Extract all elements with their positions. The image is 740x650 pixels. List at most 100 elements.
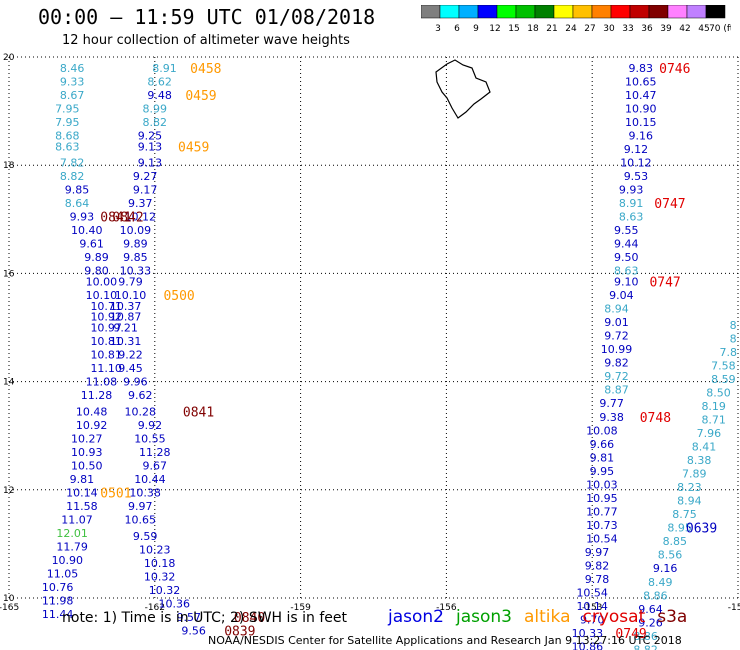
satellite-legend: jason2 jason3 altika cryosat s3a	[388, 607, 699, 627]
wave-height-value: 8.86	[643, 589, 668, 602]
wave-height-value: 9.72	[604, 330, 629, 343]
wave-height-value: 9.64	[638, 603, 663, 616]
wave-height-value: 10.76	[42, 581, 74, 594]
wave-height-value: 10.48	[76, 405, 108, 418]
wave-height-value: 10.28	[124, 405, 156, 418]
wave-height-value: 8.75	[672, 508, 697, 521]
wave-height-value: 9.17	[133, 184, 158, 197]
wave-height-value: 10.44	[134, 473, 166, 486]
wave-height-value: 10.38	[129, 487, 161, 500]
wave-height-value: 10.14	[66, 487, 98, 500]
wave-height-value: 10.09	[120, 224, 152, 237]
wave-height-value: 10.18	[144, 557, 176, 570]
wave-height-value: 11.28	[139, 446, 171, 459]
wave-height-value: 9.92	[138, 419, 163, 432]
wave-height-value: 10.37	[110, 300, 142, 313]
wave-height-value: 9.44	[614, 238, 639, 251]
wave-height-value: 8.71	[701, 413, 726, 426]
wave-height-value: 8.91	[619, 197, 644, 210]
legend-entry-s3a: s3a	[657, 607, 688, 627]
wave-height-value: 11.79	[56, 541, 88, 554]
pass-time-label: 0840	[234, 611, 265, 626]
wave-height-value: 9.48	[147, 89, 172, 102]
wave-height-value: 10.95	[586, 492, 618, 505]
y-tick-label: 18	[3, 161, 15, 171]
legend-entry-jason3: jason3	[456, 607, 512, 627]
wave-height-value: 10.27	[71, 432, 103, 445]
wave-height-value: 10.00	[86, 276, 118, 289]
wave-height-value: 8.63	[614, 265, 639, 278]
wave-height-value: 9.25	[138, 129, 163, 142]
colorbar-label: 21	[546, 24, 557, 34]
y-tick-label: 16	[3, 269, 15, 279]
pass-time-label: 0841	[100, 211, 131, 226]
wave-height-value: 11.28	[81, 389, 113, 402]
wave-height-value: 9.96	[123, 376, 148, 389]
wave-height-value: 10.08	[586, 424, 618, 437]
wave-height-value: 9.62	[128, 389, 153, 402]
wave-height-value: 7.95	[55, 102, 80, 115]
wave-height-value: 8	[730, 332, 737, 345]
pass-time-label: 0500	[163, 289, 194, 304]
wave-height-value: 10.14	[576, 600, 608, 613]
wave-height-value: 9.53	[624, 170, 649, 183]
wave-height-value: 9.27	[133, 170, 158, 183]
wave-height-value: 8.94	[677, 495, 702, 508]
wave-height-value: 8.82	[60, 170, 85, 183]
wave-height-value: 9.72	[604, 370, 629, 383]
wave-height-value: 10.40	[71, 224, 103, 237]
legend-entry-altika: altika	[524, 607, 571, 627]
wave-height-value: 9.77	[599, 397, 624, 410]
wave-height-value: 9.93	[619, 184, 644, 197]
wave-height-value: 9.59	[133, 530, 158, 543]
wave-height-value: 9.66	[590, 438, 615, 451]
wave-height-value: 9.04	[609, 289, 634, 302]
x-tick-label: -156	[436, 603, 457, 613]
wave-height-value: 8	[730, 319, 737, 332]
wave-height-value: 8.56	[658, 549, 683, 562]
wave-height-value: 9.93	[70, 211, 95, 224]
wave-height-value: 9.57	[177, 611, 202, 624]
wave-height-value: 10.54	[586, 532, 618, 545]
wave-height-value: 9.37	[128, 197, 153, 210]
wave-height-value: 8.50	[706, 386, 731, 399]
wave-height-value: 8.38	[687, 454, 712, 467]
wave-height-value: 10.15	[625, 116, 657, 129]
x-tick-label: -165	[0, 603, 19, 613]
wave-height-value: 9.13	[138, 140, 163, 153]
wave-height-value: 7.96	[697, 427, 722, 440]
units-note: note: 1) Time is in UTC; 2) SWH is in fe…	[62, 610, 348, 626]
wave-height-value: 10.33	[120, 265, 152, 278]
wave-height-value: 10.32	[149, 584, 181, 597]
colorbar-swatch	[705, 5, 726, 19]
wave-height-value: 10.90	[52, 554, 84, 567]
wave-height-value: 11.58	[66, 500, 98, 513]
colorbar-label: 45	[698, 24, 709, 34]
wave-height-value: 10.03	[586, 478, 618, 491]
pass-time-label: 0459	[178, 140, 209, 155]
wave-height-value: 10.10	[115, 289, 147, 302]
wave-height-value: 9.95	[590, 465, 615, 478]
wave-height-value: 9.33	[60, 75, 85, 88]
y-tick-label: 20	[3, 53, 15, 63]
wave-height-value: 7.95	[55, 116, 80, 129]
wave-height-value: 10.50	[71, 459, 103, 472]
wave-height-value: 9.85	[123, 251, 148, 264]
wave-height-value: 9.79	[118, 276, 143, 289]
wave-height-value: 8.41	[692, 441, 717, 454]
wave-height-value: 11.07	[61, 514, 93, 527]
wave-height-value: 10.81	[90, 335, 122, 348]
wave-height-value: 10.10	[86, 289, 118, 302]
wave-height-value: 8.23	[677, 481, 702, 494]
colorbar-label: 42	[679, 24, 690, 34]
wave-height-value: 8.94	[604, 303, 629, 316]
colorbar-label: 18	[527, 24, 539, 34]
wave-height-value: 9.01	[604, 316, 629, 329]
wave-height-value: 11.44	[42, 608, 74, 621]
wave-height-value: 10.23	[139, 543, 171, 556]
wave-height-value: 10.33	[572, 627, 604, 640]
wave-height-value: 9.55	[614, 224, 639, 237]
wave-height-value: 12.01	[56, 527, 88, 540]
wave-height-value: 8.82	[633, 643, 658, 650]
